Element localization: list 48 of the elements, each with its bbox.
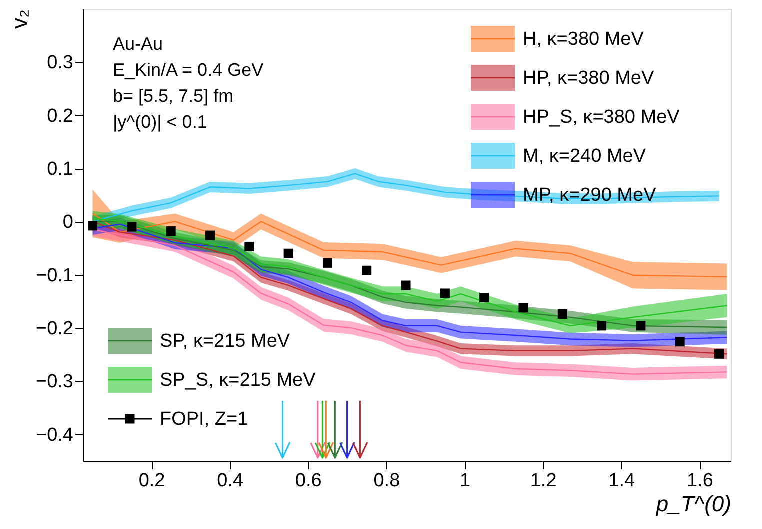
annotation: b= [5.5, 7.5] fm [113,86,234,106]
legend-label: HP_S, κ=380 MeV [523,107,680,128]
legend-label: FOPI, Z=1 [160,409,248,430]
y-tick-label: 0 [62,212,74,234]
x-tick-label: 1.6 [686,470,714,492]
y-tick-label: 0.3 [47,52,74,74]
line-series [92,213,728,278]
y-tick-label: 0.2 [47,106,74,127]
point [558,309,568,319]
point [362,266,372,276]
annotation: Au-Au [113,34,164,54]
point [322,258,332,268]
point [401,280,411,290]
y-tick-label: −0.4 [36,424,74,446]
x-tick-label: 1.2 [530,470,557,492]
x-tick-label: 1 [460,470,471,492]
legend-label: H, κ=380 MeV [523,29,644,50]
x-tick-label: 0.4 [217,470,244,492]
point [244,242,254,252]
x-tick-label: 0.8 [374,470,400,492]
legend-label: HP, κ=380 MeV [523,68,654,89]
annotation: |y^(0)| < 0.1 [113,112,208,132]
point [518,303,528,313]
point [284,248,294,258]
y-tick-label: −0.2 [36,318,74,340]
legend-label: SP_S, κ=215 MeV [160,370,316,391]
legend-label: SP, κ=215 MeV [160,331,290,352]
x-axis-title: p_T^(0) [655,492,732,516]
y-axis-title: v₂ [6,10,32,30]
point [597,321,607,331]
point [714,349,724,359]
legend-label: M, κ=240 MeV [523,146,646,167]
x-tick-label: 0.6 [295,470,322,492]
point [88,221,98,231]
point [636,321,646,331]
legend-label: MP, κ=290 MeV [523,185,657,206]
point [127,222,137,232]
point [440,288,450,298]
x-tick-label: 1.4 [608,470,636,492]
point [675,337,685,347]
x-tick-label: 0.2 [138,470,166,492]
point [480,293,490,302]
y-tick-label: 0.1 [47,159,74,180]
point [206,230,215,240]
point [166,226,176,236]
y-tick-label: −0.3 [36,372,74,393]
y-tick-label: −0.1 [36,265,74,286]
annotation: E_Kin/A = 0.4 GeV [113,60,264,80]
